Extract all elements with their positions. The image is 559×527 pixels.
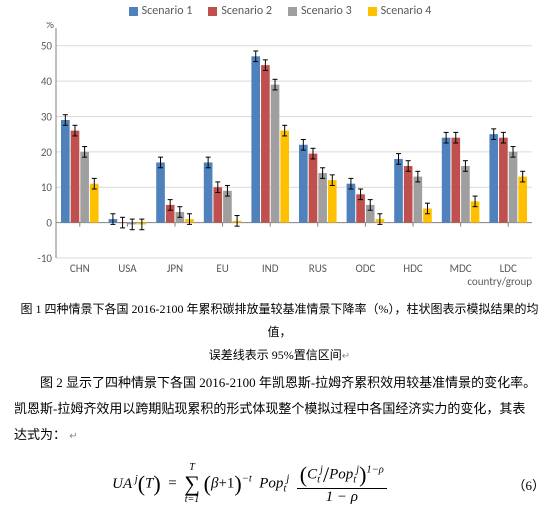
legend-label: Scenario 2 bbox=[221, 4, 272, 18]
body-text: 图 2 显示了四种情景下各国 2016-2100 年凯恩斯-拉姆齐累积效用较基准… bbox=[40, 375, 536, 390]
svg-text:-10: -10 bbox=[37, 252, 52, 265]
svg-text:JPN: JPN bbox=[167, 262, 183, 275]
equation-body: UA j(T) = T∑t=1 (β+1)−t Poptj (Ctj/Poptj… bbox=[14, 462, 485, 506]
body-text: 达式为： bbox=[14, 427, 66, 442]
svg-text:30: 30 bbox=[41, 110, 53, 123]
body-paragraph-1: 图 2 显示了四种情景下各国 2016-2100 年凯恩斯-拉姆齐累积效用较基准… bbox=[14, 370, 545, 396]
para-marker: ↵ bbox=[69, 431, 77, 442]
legend-item: Scenario 3 bbox=[288, 4, 352, 18]
body-paragraph-2: 凯恩斯-拉姆齐效用以跨期贴现累积的形式体现整个模拟过程中各国经济实力的变化，其表 bbox=[14, 396, 545, 422]
svg-text:%: % bbox=[46, 22, 54, 31]
legend-item: Scenario 2 bbox=[208, 4, 272, 18]
svg-text:50: 50 bbox=[41, 40, 53, 53]
equation-number: （6） bbox=[485, 475, 545, 494]
legend-swatch bbox=[208, 7, 217, 16]
caption-line-2: 误差线表示 95%置信区间 bbox=[209, 348, 342, 362]
legend-label: Scenario 3 bbox=[301, 4, 352, 18]
svg-text:RUS: RUS bbox=[309, 262, 327, 275]
svg-text:40: 40 bbox=[41, 75, 53, 88]
svg-text:country/group: country/group bbox=[467, 275, 532, 288]
chart-legend: Scenario 1 Scenario 2 Scenario 3 Scenario 4 bbox=[20, 0, 540, 22]
legend-label: Scenario 4 bbox=[381, 4, 432, 18]
svg-text:USA: USA bbox=[118, 262, 137, 275]
svg-text:HDC: HDC bbox=[403, 262, 423, 275]
equation-6: UA j(T) = T∑t=1 (β+1)−t Poptj (Ctj/Poptj… bbox=[14, 462, 545, 506]
legend-item: Scenario 4 bbox=[368, 4, 432, 18]
svg-text:MDC: MDC bbox=[450, 262, 472, 275]
legend-swatch bbox=[129, 7, 138, 16]
svg-text:IND: IND bbox=[262, 262, 279, 275]
svg-text:20: 20 bbox=[41, 146, 53, 159]
svg-text:10: 10 bbox=[41, 181, 53, 194]
legend-swatch bbox=[288, 7, 297, 16]
chart-area: Scenario 1 Scenario 2 Scenario 3 Scenario 4… bbox=[20, 0, 540, 290]
bar-chart: -10 0 10 20 30 40 50% CHN USA JPN EU IND RUS ODC HDC MD… bbox=[20, 22, 540, 290]
caption-line-1: 图 1 四种情景下各国 2016-2100 年累积碳排放量较基准情景下降率（%）… bbox=[21, 302, 539, 339]
svg-text:ODC: ODC bbox=[355, 262, 375, 275]
legend-swatch bbox=[368, 7, 377, 16]
figure-1-caption: 图 1 四种情景下各国 2016-2100 年累积碳排放量较基准情景下降率（%）… bbox=[12, 298, 547, 366]
body-text: 凯恩斯-拉姆齐效用以跨期贴现累积的形式体现整个模拟过程中各国经济实力的变化，其表 bbox=[14, 401, 525, 416]
legend-item: Scenario 1 bbox=[129, 4, 193, 18]
svg-text:LDC: LDC bbox=[500, 262, 517, 275]
body-paragraph-3: 达式为： ↵ bbox=[14, 422, 545, 448]
svg-text:CHN: CHN bbox=[70, 262, 90, 275]
para-marker: ↵ bbox=[342, 351, 350, 362]
svg-text:EU: EU bbox=[216, 262, 228, 275]
legend-label: Scenario 1 bbox=[142, 4, 193, 18]
svg-text:0: 0 bbox=[46, 217, 52, 230]
